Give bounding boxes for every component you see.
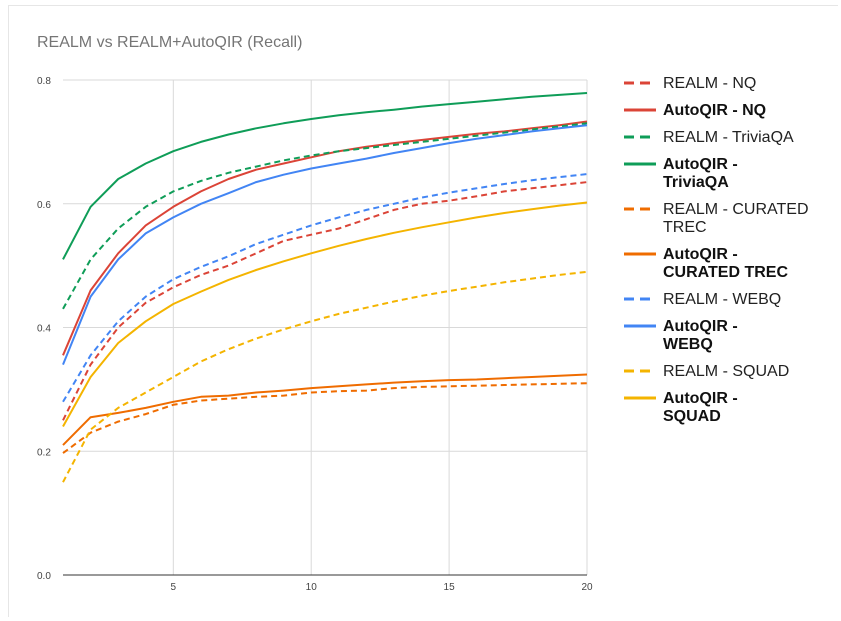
chart-axes: 0.0 0.2 0.4 0.6 0.8 5 10 15 20 — [37, 76, 593, 593]
chart-grid — [63, 79, 588, 575]
y-tick-label: 0.4 — [37, 324, 51, 335]
legend-label-8: REALM - SQUAD — [663, 363, 789, 380]
series-line-0 — [62, 181, 588, 421]
chart-title: REALM vs REALM+AutoQIR (Recall) — [37, 34, 303, 51]
legend-label-9: AutoQIR -SQUAD — [663, 390, 738, 425]
series-line-4 — [62, 382, 588, 454]
x-tick-label: 15 — [444, 582, 456, 593]
series-line-2 — [62, 122, 588, 310]
series-line-3 — [62, 92, 588, 260]
legend-label-4: REALM - CURATED TREC — [663, 201, 809, 236]
series-line-9 — [62, 201, 588, 427]
y-tick-label: 0.6 — [37, 200, 51, 211]
legend-label-5: AutoQIR -CURATED TREC — [663, 246, 788, 281]
x-tick-label: 5 — [171, 582, 177, 593]
chart-frame — [8, 5, 838, 617]
y-tick-label: 0.2 — [37, 447, 51, 458]
chart-series — [62, 92, 588, 483]
y-tick-label: 0.0 — [37, 571, 51, 582]
legend-label-1: AutoQIR - NQ — [663, 102, 766, 119]
y-tick-label: 0.8 — [37, 76, 51, 87]
x-tick-label: 10 — [306, 582, 318, 593]
legend-label-6: REALM - WEBQ — [663, 291, 781, 308]
legend-label-3: AutoQIR -TriviaQA — [663, 156, 738, 191]
series-line-8 — [62, 270, 588, 483]
legend-label-0: REALM - NQ — [663, 75, 756, 92]
series-line-7 — [62, 124, 588, 365]
x-tick-label: 20 — [581, 582, 593, 593]
legend-label-2: REALM - TriviaQA — [663, 129, 794, 146]
legend-label-7: AutoQIR -WEBQ — [663, 318, 738, 353]
series-line-5 — [62, 373, 588, 446]
chart-legend: REALM - NQ AutoQIR - NQ REALM - TriviaQA Au… — [624, 75, 809, 425]
series-line-6 — [62, 173, 588, 403]
